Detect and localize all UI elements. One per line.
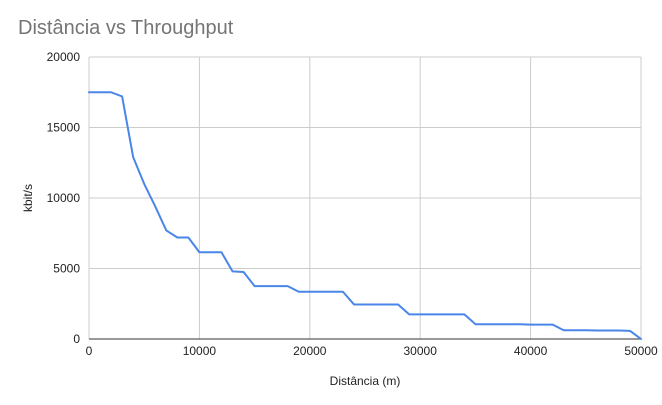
y-tick-label: 0 [73, 332, 80, 346]
chart-grid [88, 56, 642, 340]
chart-title: Distância vs Throughput [18, 17, 234, 39]
chart-series [88, 91, 642, 340]
x-axis-ticks: 0 10000 20000 30000 40000 50000 [86, 344, 658, 358]
y-axis-label: kbit/s [21, 184, 35, 212]
y-tick-label: 10000 [47, 191, 81, 205]
series-line [88, 91, 642, 340]
y-axis-ticks: 0 5000 10000 15000 20000 [47, 50, 81, 346]
x-axis-label: Distância (m) [330, 374, 401, 388]
x-tick-label: 50000 [624, 344, 658, 358]
y-tick-label: 5000 [53, 262, 80, 276]
x-tick-label: 40000 [514, 344, 548, 358]
x-tick-label: 30000 [404, 344, 438, 358]
y-tick-label: 20000 [47, 50, 81, 64]
x-tick-label: 0 [86, 344, 93, 358]
x-tick-label: 10000 [183, 344, 217, 358]
x-tick-label: 20000 [293, 344, 327, 358]
y-tick-label: 15000 [47, 121, 81, 135]
